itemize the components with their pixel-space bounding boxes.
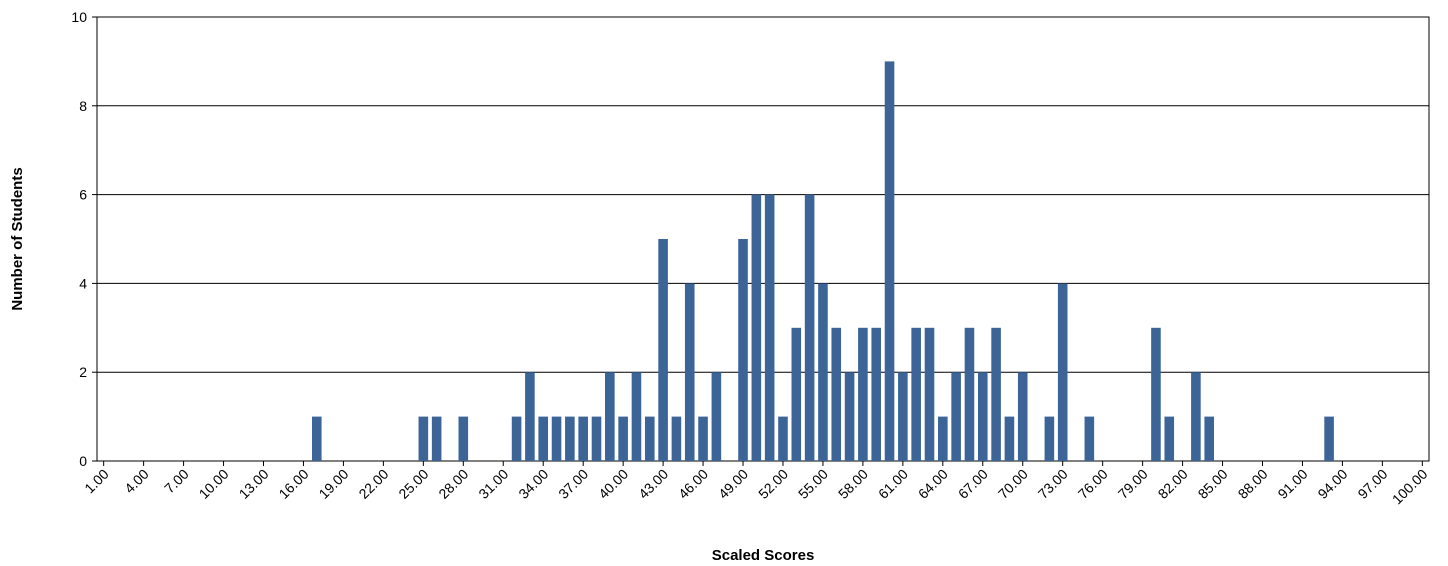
x-tick-label: 85.00	[1195, 466, 1231, 502]
y-tick-label: 4	[79, 275, 87, 291]
x-tick-label: 94.00	[1314, 466, 1350, 502]
x-tick-label: 55.00	[795, 466, 831, 502]
bar	[1044, 416, 1055, 461]
x-axis-ticks: 1.00 4.00 7.00 10.00 13.00 16.00 19.00 22.00 25.…	[81, 461, 1431, 508]
bar	[538, 416, 549, 461]
x-tick-label: 10.00	[196, 466, 232, 502]
bar	[871, 327, 882, 461]
x-tick-label: 79.00	[1115, 466, 1151, 502]
x-tick-label: 82.00	[1155, 466, 1191, 502]
x-tick-label: 52.00	[755, 466, 791, 502]
bar	[858, 327, 868, 461]
bars	[311, 61, 1334, 462]
y-tick-label: 8	[79, 98, 87, 114]
bar	[565, 416, 575, 461]
bar	[458, 416, 469, 461]
bar	[884, 61, 895, 462]
bar	[644, 416, 655, 461]
bar	[698, 416, 708, 461]
bar	[764, 194, 775, 461]
x-tick-label: 97.00	[1354, 466, 1390, 502]
bar	[431, 416, 442, 461]
x-tick-label: 31.00	[475, 466, 511, 502]
x-tick-label: 13.00	[236, 466, 272, 502]
bar	[1017, 372, 1028, 461]
x-tick-label: 88.00	[1235, 466, 1271, 502]
x-tick-label: 70.00	[995, 466, 1031, 502]
x-tick-label: 25.00	[395, 466, 431, 502]
x-tick-label: 43.00	[635, 466, 671, 502]
y-tick-label: 0	[79, 453, 87, 469]
bar	[844, 372, 855, 461]
bar	[938, 416, 948, 461]
bar	[1191, 372, 1201, 461]
bar	[804, 194, 815, 461]
bar	[1151, 327, 1161, 461]
bar	[525, 372, 535, 461]
x-tick-label: 16.00	[275, 466, 311, 502]
x-tick-label: 37.00	[555, 466, 591, 502]
plot-area	[96, 16, 1430, 462]
bar	[311, 416, 322, 461]
bar	[1004, 416, 1015, 461]
x-tick-label: 58.00	[835, 466, 871, 502]
x-tick-label: 40.00	[595, 466, 631, 502]
bar	[818, 283, 828, 461]
x-tick-label: 100.00	[1389, 466, 1431, 508]
gridlines	[97, 105, 1429, 373]
y-tick-label: 10	[71, 9, 87, 25]
bar	[418, 416, 429, 461]
bar	[831, 327, 842, 461]
bar	[951, 372, 961, 461]
bar	[1164, 416, 1175, 461]
bar	[738, 239, 748, 461]
bar	[924, 327, 935, 461]
bar	[711, 372, 722, 461]
x-tick-label: 7.00	[161, 466, 192, 497]
bar	[964, 327, 975, 461]
x-tick-label: 73.00	[1035, 466, 1071, 502]
bar	[778, 416, 788, 461]
bar	[684, 283, 695, 461]
bar	[898, 372, 908, 461]
bar	[618, 416, 628, 461]
bar	[911, 327, 921, 461]
x-tick-label: 28.00	[435, 466, 471, 502]
x-tick-label: 1.00	[81, 466, 112, 497]
bar	[991, 327, 1001, 461]
x-tick-label: 19.00	[315, 466, 351, 502]
bar	[578, 416, 588, 461]
x-tick-label: 34.00	[515, 466, 551, 502]
bar	[1084, 416, 1095, 461]
bar	[671, 416, 682, 461]
x-tick-label: 64.00	[915, 466, 951, 502]
bar	[551, 416, 562, 461]
x-tick-label: 46.00	[675, 466, 711, 502]
y-tick-label: 6	[79, 187, 87, 203]
bar	[1057, 283, 1068, 461]
x-tick-label: 61.00	[875, 466, 911, 502]
x-tick-label: 76.00	[1075, 466, 1111, 502]
bar	[511, 416, 522, 461]
y-axis-title: Number of Students	[9, 167, 26, 310]
x-axis-title: Scaled Scores	[712, 547, 815, 564]
bar	[1324, 416, 1334, 461]
y-tick-label: 2	[79, 364, 87, 380]
bar	[977, 372, 988, 461]
bar	[751, 194, 762, 461]
x-tick-label: 22.00	[355, 466, 391, 502]
bar	[658, 239, 668, 461]
x-tick-label: 91.00	[1274, 466, 1310, 502]
bar	[631, 372, 642, 461]
bar	[591, 416, 602, 461]
x-tick-label: 4.00	[121, 466, 152, 497]
bar	[791, 327, 802, 461]
y-axis-ticks: 0 2 4 6 8 10	[71, 9, 97, 469]
bar	[1204, 416, 1215, 461]
x-tick-label: 67.00	[955, 466, 991, 502]
bar	[605, 372, 615, 461]
x-tick-label: 49.00	[715, 466, 751, 502]
